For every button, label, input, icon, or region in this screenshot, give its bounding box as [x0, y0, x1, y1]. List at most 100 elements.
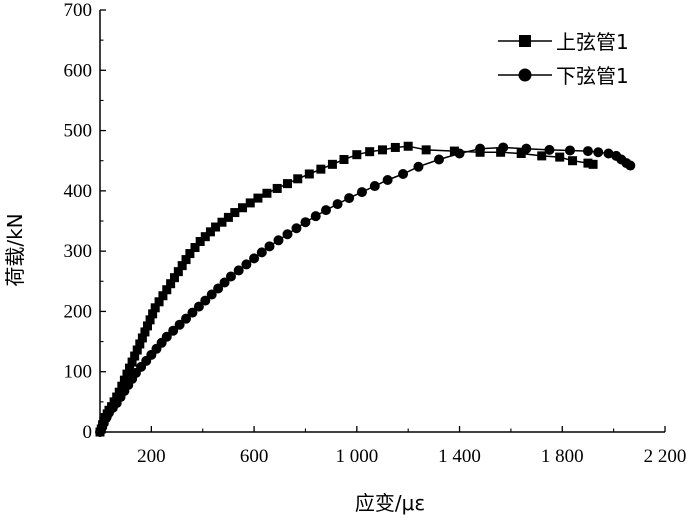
data-point-square — [132, 345, 142, 355]
data-point-square — [117, 381, 127, 391]
data-point-square — [205, 227, 215, 237]
x-tick-label: 1 400 — [438, 446, 481, 467]
series-1 — [95, 141, 598, 437]
data-point-square — [119, 375, 129, 385]
data-point-square — [568, 156, 578, 166]
y-tick-label: 300 — [64, 241, 93, 262]
data-point-square — [125, 363, 135, 373]
data-point-circle — [332, 199, 343, 210]
data-point-square — [583, 158, 593, 168]
data-point-circle — [161, 331, 172, 342]
data-point-square — [143, 321, 153, 331]
data-point-square — [230, 208, 240, 218]
data-point-square — [293, 174, 303, 184]
y-axis-title: 荷载/kN — [3, 213, 27, 286]
x-tick-label: 1 800 — [541, 446, 584, 467]
y-axis: 0 100 200 300 400 500 600 700 — [64, 0, 106, 443]
data-point-square — [177, 261, 187, 271]
data-point-square — [403, 141, 413, 151]
data-point-circle — [273, 235, 284, 246]
data-point-square — [162, 285, 172, 295]
x-tick-label: 200 — [137, 446, 166, 467]
data-point-circle — [521, 143, 532, 154]
data-point-square — [154, 297, 164, 307]
data-point-square — [304, 169, 314, 179]
data-point-circle — [625, 160, 636, 171]
data-point-circle — [256, 247, 267, 258]
data-point-square — [223, 212, 233, 222]
data-point-square — [238, 203, 248, 213]
data-point-square — [588, 159, 598, 169]
data-point-square — [145, 315, 155, 325]
data-point-circle — [310, 211, 321, 222]
data-point-circle — [193, 301, 204, 312]
data-point-square — [253, 193, 263, 203]
data-point-square — [555, 152, 565, 162]
data-point-square — [181, 255, 191, 265]
x-tick-label: 1 000 — [335, 446, 378, 467]
data-point-square — [173, 267, 183, 277]
data-point-circle — [434, 154, 444, 165]
data-point-square — [122, 369, 132, 379]
y-tick-label: 200 — [64, 301, 93, 322]
data-point-square — [127, 357, 137, 367]
y-tick-label: 700 — [64, 0, 93, 21]
data-point-square — [327, 159, 337, 169]
x-tick-label: 600 — [240, 446, 269, 467]
data-point-circle — [382, 175, 393, 186]
data-point-square — [158, 291, 168, 301]
data-point-circle — [369, 181, 380, 192]
data-point-square — [272, 183, 282, 193]
data-point-circle — [344, 193, 355, 204]
data-point-square — [166, 279, 176, 289]
data-point-square — [496, 147, 506, 157]
data-point-square — [516, 148, 526, 158]
series-group — [95, 141, 636, 437]
data-point-square — [390, 142, 400, 152]
data-point-square — [537, 151, 547, 161]
x-tick-label: 2 200 — [644, 446, 687, 467]
data-point-square — [352, 150, 362, 160]
data-point-circle — [300, 217, 311, 228]
data-point-circle — [200, 295, 211, 306]
data-point-square — [135, 339, 145, 349]
legend-label-series-1: 上弦管1 — [556, 30, 629, 54]
data-point-square — [190, 243, 200, 253]
data-point-square — [365, 147, 375, 157]
data-point-square — [262, 188, 272, 198]
y-tick-label: 600 — [64, 60, 93, 81]
data-point-circle — [356, 187, 367, 198]
data-point-square — [185, 249, 195, 259]
data-point-square — [137, 333, 147, 343]
data-point-circle — [593, 147, 604, 158]
legend-marker-square — [519, 35, 531, 47]
data-point-square — [169, 273, 179, 283]
data-point-circle — [264, 241, 275, 252]
data-point-circle — [187, 307, 198, 318]
data-point-circle — [282, 229, 293, 240]
data-point-circle — [413, 161, 424, 172]
data-point-square — [339, 155, 349, 165]
y-tick-label: 100 — [64, 362, 93, 383]
series-line — [99, 145, 594, 433]
data-point-circle — [168, 325, 179, 336]
data-point-circle — [454, 148, 465, 159]
data-point-circle — [206, 289, 217, 300]
y-tick-label: 400 — [64, 181, 93, 202]
legend-label-series-2: 下弦管1 — [556, 64, 629, 88]
data-point-circle — [582, 146, 593, 157]
data-point-square — [282, 179, 292, 189]
data-point-square — [449, 146, 459, 156]
data-point-circle — [241, 259, 252, 270]
data-point-square — [150, 303, 160, 313]
data-point-circle — [225, 271, 236, 282]
data-point-square — [195, 236, 205, 246]
data-point-circle — [603, 148, 614, 159]
data-point-square — [130, 351, 140, 361]
data-point-circle — [181, 313, 192, 324]
data-point-circle — [475, 143, 486, 154]
data-point-square — [148, 309, 158, 319]
data-point-circle — [564, 145, 575, 156]
data-point-circle — [291, 223, 302, 234]
